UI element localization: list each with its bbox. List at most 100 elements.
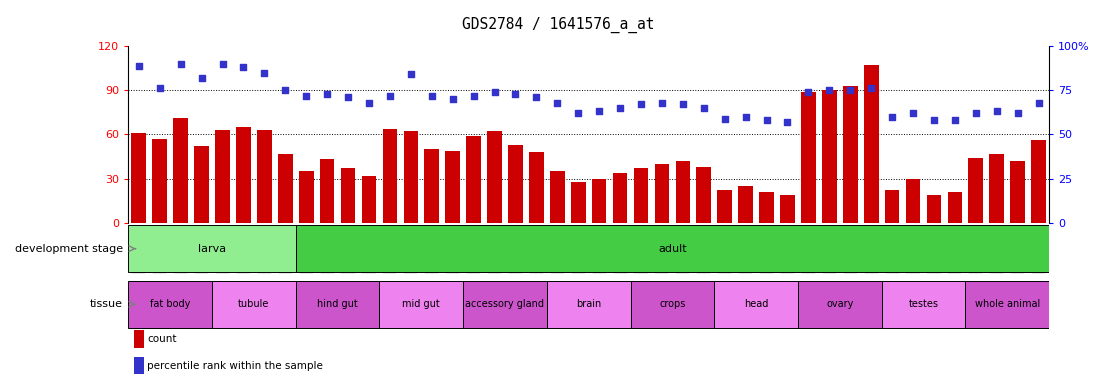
- Bar: [237, 127, 251, 223]
- Text: accessory gland: accessory gland: [465, 299, 545, 310]
- Point: [507, 91, 525, 97]
- Point: [925, 117, 943, 123]
- Point: [904, 110, 922, 116]
- Bar: [739, 186, 753, 223]
- Bar: [882, 281, 965, 328]
- Bar: [463, 281, 547, 328]
- Bar: [780, 195, 795, 223]
- Bar: [153, 139, 167, 223]
- Bar: [383, 129, 397, 223]
- Bar: [257, 130, 271, 223]
- Point: [779, 119, 797, 125]
- Point: [799, 89, 817, 95]
- Point: [695, 105, 713, 111]
- Bar: [212, 281, 296, 328]
- Point: [737, 114, 754, 120]
- Point: [464, 93, 482, 99]
- Point: [423, 93, 441, 99]
- Point: [569, 110, 587, 116]
- Bar: [631, 281, 714, 328]
- Bar: [926, 195, 941, 223]
- Point: [234, 64, 252, 70]
- Point: [1030, 99, 1048, 106]
- Bar: [296, 225, 1049, 272]
- Point: [548, 99, 566, 106]
- Bar: [404, 131, 418, 223]
- Text: ovary: ovary: [826, 299, 854, 310]
- Bar: [947, 192, 962, 223]
- Point: [297, 93, 315, 99]
- Point: [988, 108, 1006, 114]
- Bar: [299, 171, 314, 223]
- Point: [360, 99, 378, 106]
- Point: [339, 94, 357, 100]
- Point: [318, 91, 336, 97]
- Point: [151, 85, 169, 91]
- Text: development stage: development stage: [15, 243, 123, 254]
- Bar: [445, 151, 460, 223]
- Bar: [714, 281, 798, 328]
- Text: percentile rank within the sample: percentile rank within the sample: [147, 361, 324, 371]
- Point: [1009, 110, 1027, 116]
- Bar: [634, 168, 648, 223]
- Point: [590, 108, 608, 114]
- Point: [966, 110, 984, 116]
- Bar: [990, 154, 1004, 223]
- Bar: [466, 136, 481, 223]
- Point: [129, 63, 147, 69]
- Point: [213, 61, 231, 67]
- Bar: [362, 175, 376, 223]
- Bar: [173, 118, 187, 223]
- Point: [715, 116, 733, 122]
- Text: mid gut: mid gut: [403, 299, 440, 310]
- Bar: [424, 149, 439, 223]
- Text: whole animal: whole animal: [974, 299, 1040, 310]
- Bar: [906, 179, 921, 223]
- Bar: [1031, 140, 1046, 223]
- Bar: [320, 159, 335, 223]
- Bar: [843, 86, 857, 223]
- Text: tubule: tubule: [238, 299, 270, 310]
- Text: crops: crops: [660, 299, 685, 310]
- Point: [674, 101, 692, 108]
- Bar: [613, 173, 627, 223]
- Bar: [488, 131, 502, 223]
- Bar: [547, 281, 631, 328]
- Bar: [508, 145, 522, 223]
- Bar: [591, 179, 606, 223]
- Bar: [379, 281, 463, 328]
- Point: [402, 71, 420, 78]
- Bar: [296, 281, 379, 328]
- Bar: [798, 281, 882, 328]
- Text: adult: adult: [658, 243, 686, 254]
- Text: larva: larva: [198, 243, 227, 254]
- Bar: [965, 281, 1049, 328]
- Point: [653, 99, 671, 106]
- Text: testes: testes: [908, 299, 939, 310]
- Bar: [718, 190, 732, 223]
- Point: [841, 87, 859, 93]
- Bar: [822, 90, 837, 223]
- Text: brain: brain: [576, 299, 602, 310]
- Bar: [1010, 161, 1024, 223]
- Point: [863, 85, 881, 91]
- Point: [381, 93, 398, 99]
- Bar: [571, 182, 586, 223]
- Bar: [885, 190, 899, 223]
- Point: [946, 117, 964, 123]
- Bar: [969, 158, 983, 223]
- Bar: [550, 171, 565, 223]
- Point: [632, 101, 650, 108]
- Point: [485, 89, 503, 95]
- Point: [528, 94, 546, 100]
- Text: tissue: tissue: [89, 299, 123, 310]
- Bar: [132, 133, 146, 223]
- Point: [193, 75, 211, 81]
- Bar: [759, 192, 773, 223]
- Bar: [655, 164, 670, 223]
- Point: [172, 61, 190, 67]
- Point: [444, 96, 462, 102]
- Text: head: head: [744, 299, 768, 310]
- Bar: [278, 154, 292, 223]
- Text: GDS2784 / 1641576_a_at: GDS2784 / 1641576_a_at: [462, 17, 654, 33]
